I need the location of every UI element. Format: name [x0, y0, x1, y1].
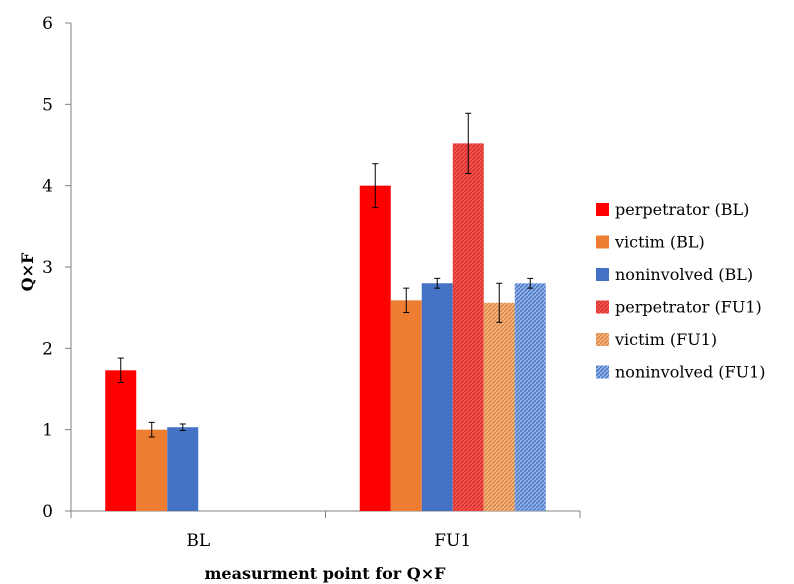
legend-swatch	[596, 300, 609, 314]
bar	[514, 283, 546, 511]
y-tick-label: 6	[42, 14, 53, 34]
legend-swatch	[596, 365, 609, 379]
legend-label: perpetrator (BL)	[615, 200, 749, 219]
y-tick-label: 4	[42, 177, 53, 197]
legend-label: noninvolved (BL)	[615, 265, 753, 284]
bar	[105, 370, 137, 511]
y-tick-label: 5	[42, 95, 53, 115]
y-tick-label: 3	[42, 258, 53, 278]
legend-label: perpetrator (FU1)	[615, 298, 762, 317]
y-axis-title: Q×F	[18, 252, 37, 291]
legend-label: noninvolved (FU1)	[615, 363, 766, 382]
bar	[167, 427, 199, 511]
x-axis-title: measurment point for Q×F	[204, 564, 446, 583]
bar	[136, 429, 168, 511]
legend-swatch	[596, 268, 609, 281]
legend-label: victim (BL)	[614, 233, 705, 252]
y-tick-label: 2	[42, 339, 53, 359]
y-tick-label: 0	[42, 502, 53, 522]
legend-swatch	[596, 333, 609, 346]
x-tick-label: BL	[186, 531, 210, 551]
bars-group	[105, 112, 546, 511]
bar	[452, 143, 484, 511]
bar	[390, 300, 422, 511]
legend-swatch	[596, 203, 609, 216]
ticks-group: 0 1 2 3 4 5 6 BL FU1	[42, 14, 581, 551]
bar	[483, 302, 515, 511]
legend: perpetrator (BL) victim (BL) noninvolved (…	[596, 200, 766, 382]
legend-label: victim (FU1)	[614, 330, 717, 349]
x-tick-label: FU1	[434, 531, 471, 551]
y-tick-label: 1	[42, 421, 53, 441]
bar	[359, 185, 391, 511]
bar	[421, 283, 453, 511]
legend-swatch	[596, 235, 609, 249]
